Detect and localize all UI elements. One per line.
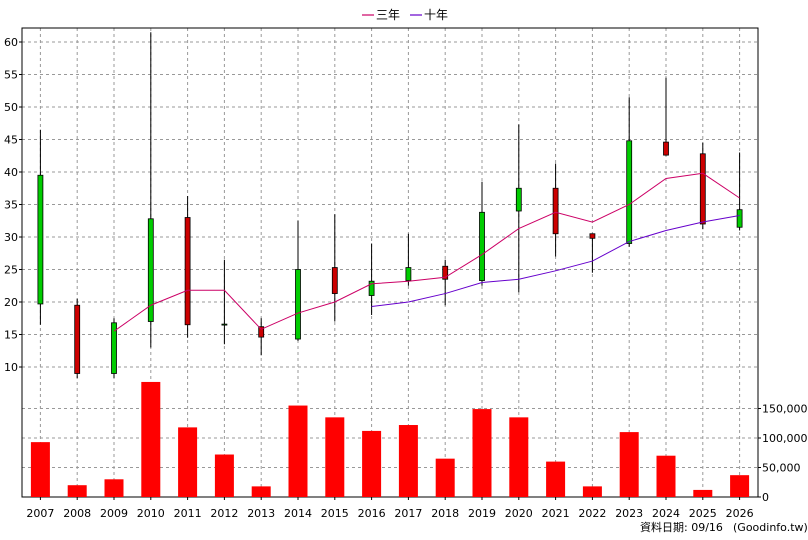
x-tick-label-2017: 2017 [394,507,422,520]
x-tick-label-2008: 2008 [63,507,91,520]
price-candles [37,32,743,379]
x-tick-label-2025: 2025 [689,507,717,520]
volume-bar-2022 [582,486,602,497]
volume-bar-2020 [509,417,529,497]
volume-bar-2010 [141,381,161,497]
candle-body-2017 [405,267,412,281]
volume-tick-label-100000: 100,000 [762,432,808,445]
candle-body-2022 [589,233,596,239]
volume-bar-2024 [656,455,676,497]
line-10y [371,215,740,308]
price-tick-label-30: 30 [4,231,18,244]
volume-bar-2021 [546,461,566,497]
candle-body-2019 [479,211,485,281]
x-tick-label-2016: 2016 [358,507,386,520]
x-tick-label-2007: 2007 [26,507,54,520]
candle-body-2013 [258,326,265,338]
candle-body-2010 [147,218,154,322]
x-tick-label-2014: 2014 [284,507,312,520]
volume-bar-2015 [325,417,345,497]
price-tick-label-50: 50 [4,101,18,114]
volume-axis: 0 50,000 100,000 150,000 [758,403,808,504]
candle-body-2025 [699,153,706,225]
volume-bar-2009 [104,479,124,497]
price-tick-label-20: 20 [4,296,18,309]
x-tick-label-2010: 2010 [137,507,165,520]
x-tick-label-2020: 2020 [505,507,533,520]
candle-body-2015 [331,267,338,294]
candle-body-2011 [184,217,191,326]
price-tick-label-45: 45 [4,134,18,147]
candle-body-2021 [552,187,559,235]
volume-bar-2012 [214,454,234,497]
x-tick-label-2019: 2019 [468,507,496,520]
price-tick-label-60: 60 [4,36,18,49]
volume-bar-2008 [67,485,87,497]
x-tick-label-2009: 2009 [100,507,128,520]
candle-body-2008 [74,304,81,374]
average-lines [113,172,740,332]
line-3y [113,172,740,332]
volume-tick-label-150000: 150,000 [762,403,808,416]
volume-bar-2017 [398,425,418,497]
x-tick-label-2012: 2012 [210,507,238,520]
candle-body-2014 [295,269,301,340]
price-tick-label-55: 55 [4,69,18,82]
grid-lines [22,28,758,497]
price-tick-label-10: 10 [4,361,18,374]
plot-frame [21,27,759,498]
volume-bar-2014 [288,405,308,497]
volume-bar-2013 [251,486,271,497]
volume-bar-2023 [619,432,639,497]
volume-tick-label-0: 0 [762,491,769,504]
candle-body-2020 [515,187,522,212]
footer-source: (Goodinfo.tw) [733,521,808,534]
price-tick-label-25: 25 [4,264,18,277]
x-tick-label-2013: 2013 [247,507,275,520]
candle-body-2012 [221,323,228,326]
volume-bars [30,381,750,497]
candle-body-2024 [663,141,669,156]
candle-body-2016 [368,280,375,296]
volume-bar-2007 [30,442,50,497]
legend-label-3y: 三年 [376,8,400,22]
candle-body-2007 [37,174,44,305]
volume-bar-2016 [362,430,382,497]
legend: 三年 十年 [362,8,448,22]
footer-date: 資料日期: 09/16 [640,520,723,534]
candle-body-2018 [442,265,449,280]
plot-border [21,27,759,498]
price-tick-label-15: 15 [4,329,18,342]
volume-bar-2018 [435,458,455,497]
x-tick-label-2026: 2026 [726,507,754,520]
volume-tick-label-50000: 50,000 [762,462,801,475]
volume-bar-2019 [472,409,492,497]
x-axis: 2007 2008 2009 2010 2011 2012 2013 2014 2015 2016… [26,497,754,520]
price-axis: 10 15 20 25 30 35 40 45 50 55 60 [4,36,22,374]
x-tick-label-2023: 2023 [615,507,643,520]
volume-bar-2025 [693,489,713,497]
volume-bar-2011 [178,427,198,497]
candle-body-2023 [626,140,633,244]
candle-body-2026 [736,209,743,228]
volume-bar-2026 [730,475,750,497]
price-tick-label-40: 40 [4,166,18,179]
x-tick-label-2022: 2022 [578,507,606,520]
x-tick-label-2024: 2024 [652,507,680,520]
candle-body-2009 [111,322,117,374]
price-tick-label-35: 35 [4,199,18,212]
x-tick-label-2021: 2021 [542,507,570,520]
x-tick-label-2011: 2011 [174,507,202,520]
legend-label-10y: 十年 [424,8,448,22]
x-tick-label-2018: 2018 [431,507,459,520]
x-tick-label-2015: 2015 [321,507,349,520]
